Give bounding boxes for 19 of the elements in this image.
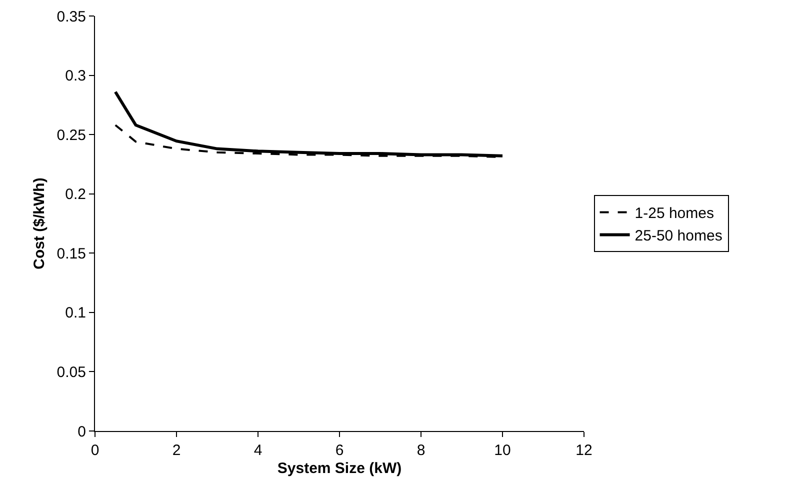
y-tick-label: 0.15 xyxy=(56,245,86,262)
y-tick-label: 0.25 xyxy=(56,126,86,144)
legend-label: 1-25 homes xyxy=(634,205,714,222)
x-tick-label: 8 xyxy=(416,442,426,459)
x-tick-label: 12 xyxy=(576,442,592,459)
x-tick-label: 10 xyxy=(494,442,511,459)
x-tick-label: 4 xyxy=(254,442,262,459)
y-tick-label: 0.3 xyxy=(65,68,86,85)
x-tick-label: 0 xyxy=(90,442,100,459)
y-axis-title: Cost ($/kWh) xyxy=(31,178,48,270)
x-tick-label: 2 xyxy=(172,442,181,459)
y-tick-label: 0.1 xyxy=(65,304,86,322)
x-tick-label: 6 xyxy=(335,442,344,459)
legend-label: 25-50 homes xyxy=(634,228,722,245)
x-axis-title: System Size (kW) xyxy=(277,460,402,477)
y-tick-label: 0.05 xyxy=(56,364,86,381)
y-tick-label: 0 xyxy=(78,423,86,440)
y-tick-label: 0.2 xyxy=(65,186,86,204)
y-tick-label: 0.35 xyxy=(56,8,86,26)
